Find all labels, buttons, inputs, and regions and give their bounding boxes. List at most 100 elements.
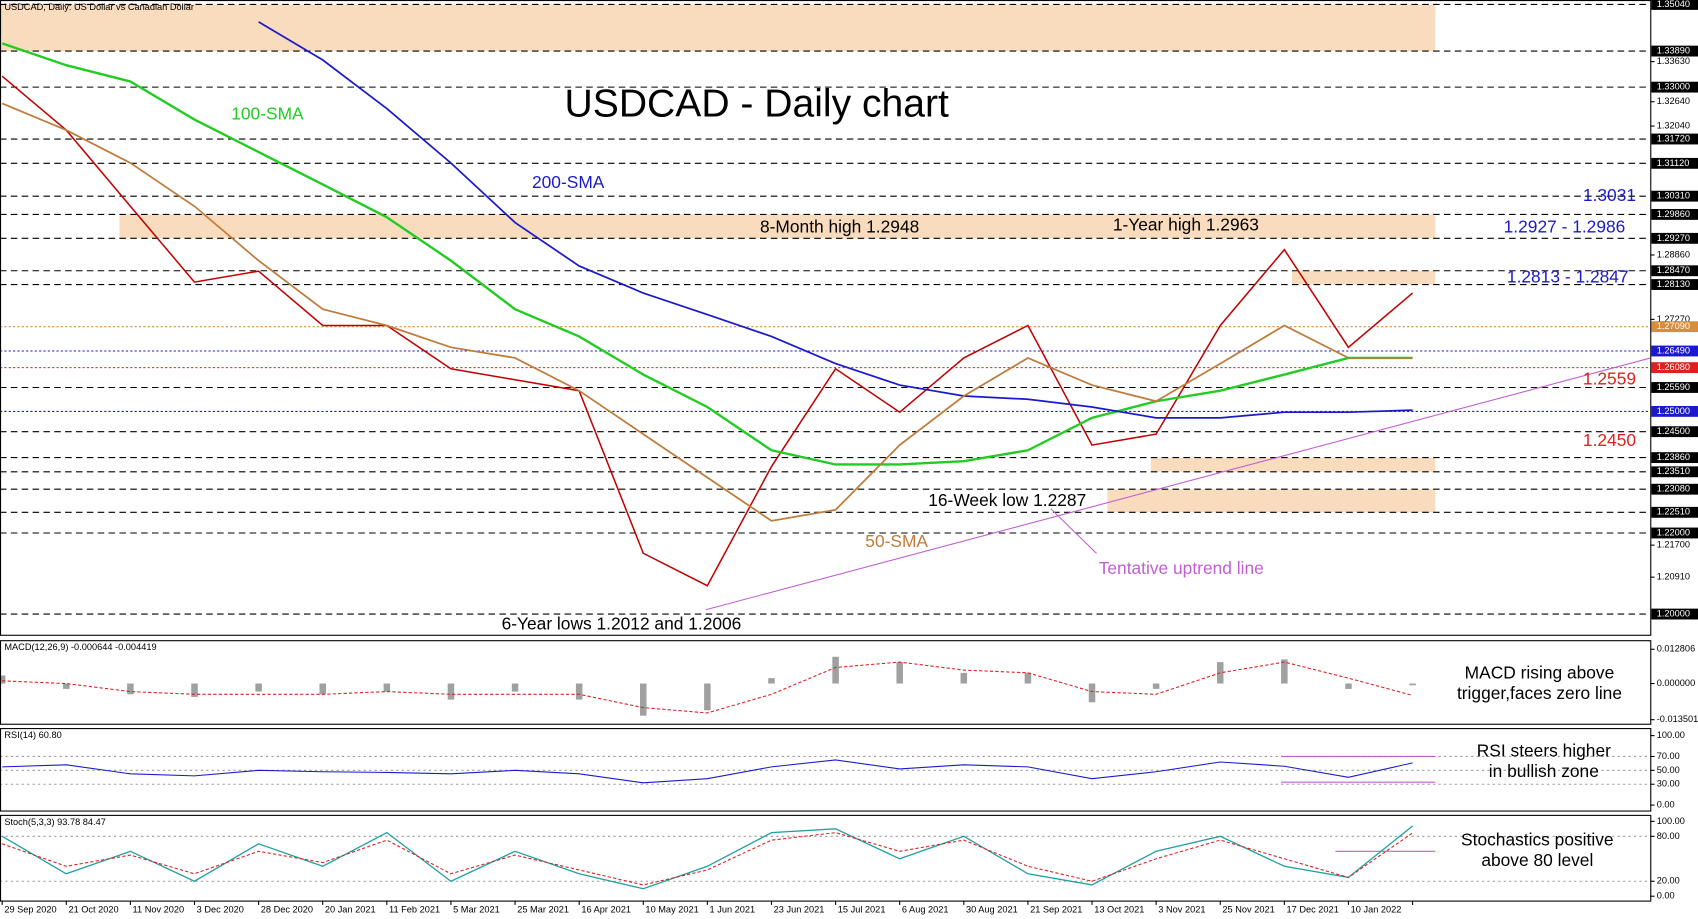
- panel-frame: [0, 0, 1652, 636]
- level-label-box: [1651, 190, 1698, 202]
- level-label: 1.30310: [1657, 191, 1690, 201]
- level-label-box: [1651, 426, 1698, 438]
- histogram-bar: [1024, 672, 1032, 684]
- annotation: RSI steers higher: [1477, 740, 1611, 760]
- x-tick-label: 3 Nov 2021: [1158, 905, 1205, 915]
- y-tick-label: 1.32040: [1657, 120, 1690, 130]
- histogram-bar: [0, 675, 6, 684]
- x-tick-label: 30 Aug 2021: [966, 905, 1018, 915]
- level-label-box: [1651, 0, 1698, 10]
- panel-frame: [0, 814, 1652, 902]
- level-label: 1.33000: [1657, 82, 1690, 92]
- annotation: 1.2813 - 1.2847: [1507, 266, 1629, 286]
- x-tick-label: 17 Dec 2021: [1287, 905, 1339, 915]
- level-label: 1.25000: [1657, 406, 1690, 416]
- x-tick-label: 25 Nov 2021: [1222, 905, 1274, 915]
- annotation: 1.2450: [1583, 430, 1636, 450]
- x-tick-label: 29 Sep 2020: [4, 905, 56, 915]
- level-label-box: [1651, 279, 1698, 290]
- x-tick-label: 11 Feb 2021: [389, 905, 440, 915]
- level-label: 1.23080: [1657, 484, 1690, 494]
- level-label-box: [1651, 81, 1698, 93]
- level-label-box: [1651, 265, 1698, 277]
- level-label: 1.26490: [1657, 345, 1690, 355]
- histogram-bar: [319, 683, 326, 695]
- y-tick-label: 50.00: [1657, 765, 1680, 775]
- y-tick-label: 100.00: [1657, 730, 1685, 740]
- trend-line: [705, 357, 1651, 611]
- histogram-bar: [1152, 683, 1160, 689]
- y-tick-label: 0.00: [1657, 891, 1675, 901]
- level-label: 1.35040: [1657, 0, 1690, 9]
- histogram-bar: [704, 683, 711, 711]
- x-tick-label: 20 Jan 2021: [325, 905, 376, 915]
- histogram-bar: [1088, 683, 1096, 703]
- level-label-box: [1651, 382, 1698, 393]
- histogram-bar: [575, 683, 583, 700]
- level-label-box: [1651, 362, 1698, 374]
- histogram-bar: [447, 683, 455, 700]
- histogram-bar: [1281, 659, 1288, 684]
- x-tick-label: 21 Sep 2021: [1030, 905, 1082, 915]
- annotation: 1-Year high 1.2963: [1113, 214, 1259, 234]
- x-tick-label: 10 Jan 2022: [1351, 905, 1402, 915]
- histogram-bar: [1409, 683, 1416, 686]
- chart-title: USDCAD - Daily chart: [565, 83, 949, 126]
- level-label-box: [1651, 608, 1698, 620]
- y-tick-label: 1.21700: [1657, 540, 1690, 550]
- y-tick-label: 1.32640: [1657, 96, 1690, 106]
- y-tick-label: -0.013501: [1657, 714, 1698, 724]
- y-tick-label: 0.00: [1657, 800, 1675, 810]
- x-tick-label: 21 Oct 2020: [68, 905, 118, 915]
- level-label: 1.28130: [1657, 279, 1690, 289]
- histogram-bar: [832, 656, 839, 684]
- annotation: 1.3031: [1583, 185, 1636, 205]
- panel-label: Stoch(5,3,3) 93.78 84.47: [4, 817, 106, 827]
- level-label: 1.31120: [1657, 158, 1690, 168]
- y-tick-label: 100.00: [1657, 816, 1685, 826]
- histogram-bar: [191, 683, 198, 697]
- y-tick-label: 0.000000: [1657, 678, 1695, 688]
- level-label-box: [1651, 45, 1698, 57]
- level-label: 1.22000: [1657, 527, 1690, 537]
- histogram-bar: [511, 683, 519, 692]
- level-label: 1.24500: [1657, 426, 1690, 436]
- histogram-bar: [255, 683, 262, 692]
- series-line: [258, 21, 1413, 419]
- histogram-bar: [383, 683, 391, 692]
- y-tick-label: 80.00: [1657, 831, 1680, 841]
- level-label: 1.29860: [1657, 209, 1690, 219]
- y-tick-label: 0.012806: [1657, 644, 1695, 654]
- level-label: 1.27090: [1657, 321, 1690, 331]
- y-tick-label: 1.27270: [1657, 314, 1690, 324]
- level-label-box: [1651, 452, 1698, 464]
- level-label: 1.23860: [1657, 452, 1690, 462]
- level-label-box: [1651, 466, 1698, 478]
- x-tick-label: 6 Aug 2021: [902, 905, 949, 915]
- level-label: 1.33890: [1657, 46, 1690, 56]
- panel-frame: [0, 728, 1652, 812]
- annotation: in bullish zone: [1489, 761, 1599, 781]
- x-tick-label: 23 Jun 2021: [774, 905, 825, 915]
- level-label-box: [1651, 133, 1698, 145]
- annotation: 16-Week low 1.2287: [928, 490, 1086, 510]
- level-label: 1.22510: [1657, 507, 1690, 517]
- x-tick-label: 11 Nov 2020: [133, 905, 185, 915]
- zone: [1107, 489, 1436, 513]
- panel-label: MACD(12,26,9) -0.000644 -0.004419: [4, 642, 156, 652]
- level-label-box: [1651, 345, 1698, 357]
- zone: [1150, 457, 1436, 472]
- series-line: [2, 759, 1413, 784]
- histogram-bar: [63, 683, 70, 689]
- level-label: 1.28470: [1657, 265, 1690, 275]
- level-label: 1.31720: [1657, 133, 1690, 143]
- series-label: 50-SMA: [865, 531, 928, 551]
- x-tick-label: 15 Jul 2021: [838, 905, 886, 915]
- y-tick-label: 1.33630: [1657, 56, 1690, 66]
- level-label: 1.26080: [1657, 362, 1690, 372]
- annotation: trigger,faces zero line: [1457, 683, 1622, 703]
- series-line: [2, 661, 1413, 714]
- series-line: [1, 825, 1413, 890]
